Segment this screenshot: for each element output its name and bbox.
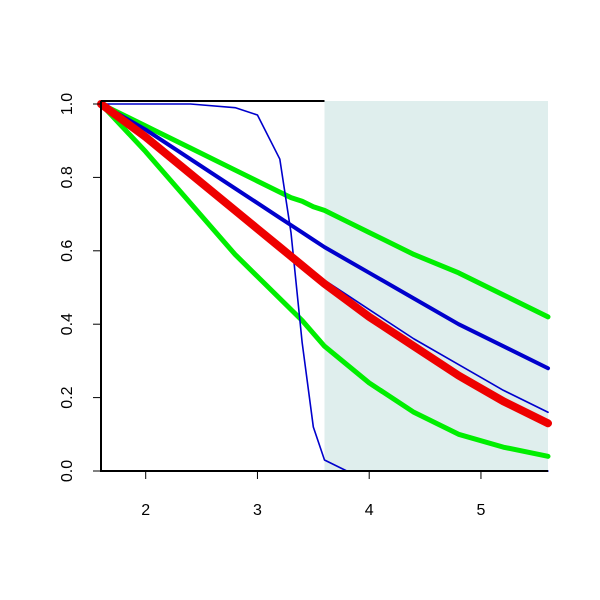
x-tick-label: 3 bbox=[253, 502, 262, 519]
data-line bbox=[98, 101, 551, 320]
y-tick-label: 0.2 bbox=[59, 386, 76, 408]
data-line bbox=[98, 101, 551, 459]
data-line bbox=[97, 100, 552, 428]
x-tick-label: 5 bbox=[476, 502, 485, 519]
x-tick-label: 2 bbox=[141, 502, 150, 519]
y-tick-label: 1.0 bbox=[59, 93, 76, 115]
y-tick-label: 0.0 bbox=[59, 460, 76, 482]
x-tick-label: 4 bbox=[365, 502, 374, 519]
shaded-region bbox=[324, 101, 548, 471]
y-tick-label: 0.8 bbox=[59, 166, 76, 188]
data-line bbox=[99, 102, 550, 371]
y-tick-label: 0.6 bbox=[59, 240, 76, 262]
y-tick-label: 0.4 bbox=[59, 313, 76, 335]
